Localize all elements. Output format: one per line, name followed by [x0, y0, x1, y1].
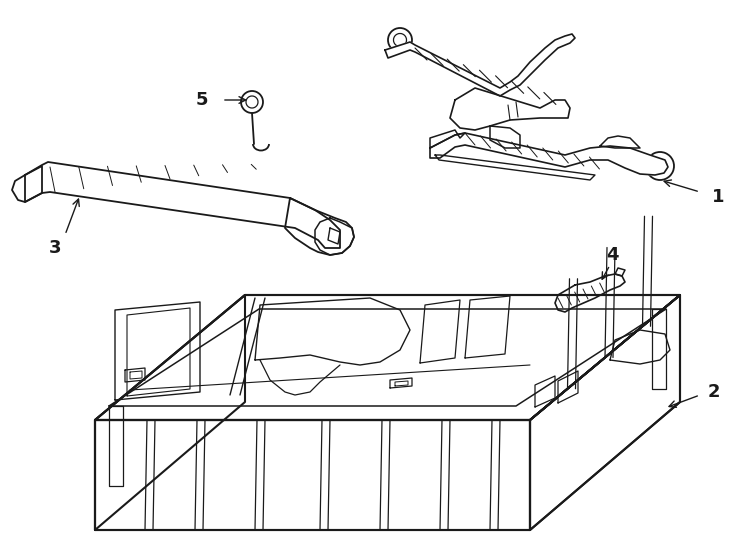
Text: 1: 1	[712, 188, 724, 206]
Polygon shape	[285, 198, 354, 255]
Polygon shape	[615, 268, 625, 276]
Polygon shape	[600, 136, 640, 148]
Polygon shape	[95, 420, 530, 530]
Polygon shape	[555, 274, 625, 312]
Polygon shape	[12, 166, 42, 202]
Polygon shape	[450, 88, 570, 130]
Polygon shape	[435, 155, 595, 180]
Polygon shape	[610, 330, 670, 364]
Text: 4: 4	[606, 246, 618, 264]
Polygon shape	[530, 295, 680, 530]
Polygon shape	[95, 295, 245, 530]
Polygon shape	[95, 295, 680, 420]
Polygon shape	[328, 228, 340, 244]
Text: 5: 5	[195, 91, 208, 109]
Polygon shape	[25, 162, 340, 248]
Polygon shape	[315, 218, 354, 255]
Polygon shape	[385, 34, 575, 96]
Polygon shape	[430, 133, 668, 175]
Text: 2: 2	[708, 383, 721, 401]
Polygon shape	[430, 130, 465, 148]
Text: 3: 3	[48, 239, 61, 257]
Polygon shape	[490, 126, 520, 148]
